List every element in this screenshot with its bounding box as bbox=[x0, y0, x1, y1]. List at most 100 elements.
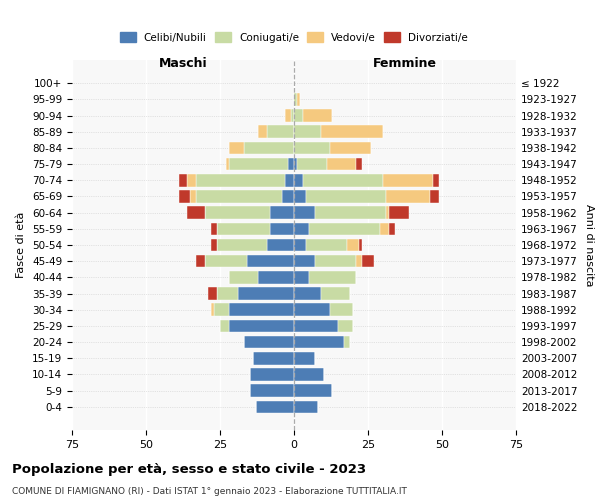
Bar bbox=[250, 368, 294, 381]
Bar bbox=[329, 304, 353, 316]
Text: Popolazione per età, sesso e stato civile - 2023: Popolazione per età, sesso e stato civil… bbox=[12, 462, 366, 475]
Bar bbox=[259, 271, 294, 283]
Bar bbox=[338, 320, 353, 332]
Bar bbox=[433, 174, 439, 186]
Bar bbox=[294, 190, 306, 203]
Bar bbox=[294, 368, 323, 381]
Bar bbox=[196, 255, 205, 268]
Bar bbox=[294, 255, 315, 268]
Bar bbox=[187, 174, 196, 186]
Bar bbox=[306, 238, 347, 252]
Bar bbox=[208, 287, 217, 300]
Bar bbox=[294, 238, 306, 252]
Bar bbox=[294, 304, 329, 316]
Bar bbox=[356, 255, 362, 268]
Bar bbox=[386, 190, 430, 203]
Bar bbox=[271, 222, 294, 235]
Bar bbox=[383, 174, 433, 186]
Bar bbox=[190, 190, 196, 203]
Bar bbox=[294, 206, 315, 219]
Bar bbox=[229, 142, 244, 154]
Bar bbox=[294, 287, 320, 300]
Bar bbox=[389, 206, 409, 219]
Bar bbox=[294, 109, 303, 122]
Bar bbox=[294, 126, 320, 138]
Bar bbox=[285, 174, 294, 186]
Bar bbox=[320, 126, 383, 138]
Bar bbox=[294, 384, 332, 397]
Bar bbox=[320, 287, 350, 300]
Bar bbox=[282, 190, 294, 203]
Bar bbox=[253, 352, 294, 364]
Bar bbox=[196, 174, 285, 186]
Bar bbox=[179, 190, 190, 203]
Bar bbox=[291, 109, 294, 122]
Bar bbox=[294, 142, 329, 154]
Bar bbox=[386, 206, 389, 219]
Bar bbox=[187, 206, 205, 219]
Bar bbox=[205, 206, 271, 219]
Bar bbox=[247, 255, 294, 268]
Bar bbox=[211, 222, 217, 235]
Bar bbox=[211, 304, 214, 316]
Bar bbox=[217, 287, 238, 300]
Bar bbox=[315, 206, 386, 219]
Bar bbox=[303, 174, 383, 186]
Bar bbox=[309, 271, 356, 283]
Bar bbox=[244, 336, 294, 348]
Bar bbox=[229, 271, 259, 283]
Y-axis label: Fasce di età: Fasce di età bbox=[16, 212, 26, 278]
Bar bbox=[303, 109, 332, 122]
Bar bbox=[271, 206, 294, 219]
Y-axis label: Anni di nascita: Anni di nascita bbox=[584, 204, 594, 286]
Bar bbox=[217, 238, 268, 252]
Bar bbox=[309, 222, 380, 235]
Bar bbox=[259, 126, 268, 138]
Bar bbox=[205, 255, 247, 268]
Bar bbox=[211, 238, 217, 252]
Bar bbox=[344, 336, 350, 348]
Bar bbox=[294, 174, 303, 186]
Bar bbox=[294, 336, 344, 348]
Bar bbox=[238, 287, 294, 300]
Bar bbox=[380, 222, 389, 235]
Text: COMUNE DI FIAMIGNANO (RI) - Dati ISTAT 1° gennaio 2023 - Elaborazione TUTTITALIA: COMUNE DI FIAMIGNANO (RI) - Dati ISTAT 1… bbox=[12, 488, 407, 496]
Bar bbox=[196, 190, 282, 203]
Bar bbox=[229, 158, 288, 170]
Bar bbox=[430, 190, 439, 203]
Bar bbox=[217, 222, 271, 235]
Bar bbox=[294, 320, 338, 332]
Bar bbox=[294, 400, 317, 413]
Bar bbox=[268, 126, 294, 138]
Bar bbox=[356, 158, 362, 170]
Bar bbox=[294, 352, 315, 364]
Text: Femmine: Femmine bbox=[373, 57, 437, 70]
Text: Maschi: Maschi bbox=[158, 57, 208, 70]
Bar bbox=[268, 238, 294, 252]
Bar bbox=[220, 320, 229, 332]
Bar bbox=[297, 158, 326, 170]
Bar bbox=[294, 222, 309, 235]
Bar bbox=[389, 222, 395, 235]
Bar bbox=[288, 158, 294, 170]
Bar bbox=[229, 320, 294, 332]
Bar bbox=[226, 158, 229, 170]
Bar bbox=[229, 304, 294, 316]
Bar bbox=[294, 158, 297, 170]
Bar bbox=[326, 158, 356, 170]
Bar bbox=[250, 384, 294, 397]
Bar bbox=[285, 109, 291, 122]
Bar bbox=[315, 255, 356, 268]
Bar bbox=[362, 255, 374, 268]
Bar bbox=[359, 238, 362, 252]
Bar bbox=[329, 142, 371, 154]
Bar bbox=[256, 400, 294, 413]
Bar bbox=[347, 238, 359, 252]
Bar bbox=[244, 142, 294, 154]
Bar bbox=[306, 190, 386, 203]
Bar bbox=[294, 93, 297, 106]
Bar bbox=[297, 93, 300, 106]
Bar bbox=[214, 304, 229, 316]
Bar bbox=[179, 174, 187, 186]
Bar bbox=[294, 271, 309, 283]
